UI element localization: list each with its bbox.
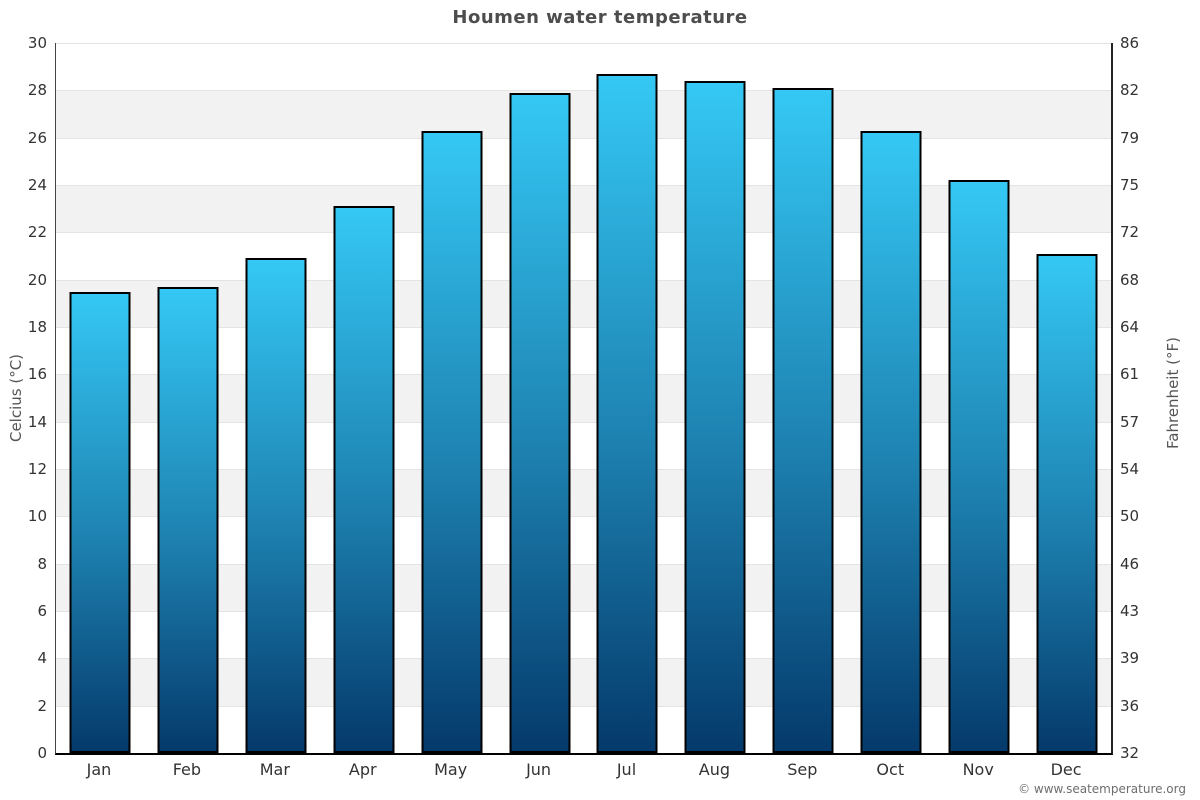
x-axis-labels: Jan Feb Mar Apr May Jun Jul Aug Sep Oct Nov Dec: [55, 760, 1110, 779]
plot-band: [56, 43, 1111, 91]
copyright-credit: © www.seatemperature.org: [1018, 782, 1186, 796]
y-axis-left-ticks: 30 28 26 24 22 20 18 16 14 12 10 8 6 4 2 0: [0, 34, 47, 762]
x-axis-label-jan: Jan: [86, 760, 112, 779]
y-tick-celsius: 18: [27, 318, 47, 336]
y-tick-celsius: 12: [27, 460, 47, 478]
plot-band: [56, 658, 1111, 706]
x-axis-label-jun: Jun: [526, 760, 552, 779]
y-axis-right-ticks: 86 82 79 75 72 68 64 61 57 54 50 46 43 39 36 32: [1120, 34, 1180, 762]
y-tick-fahrenheit: 79: [1120, 128, 1140, 147]
x-axis-label-dec: Dec: [1050, 760, 1082, 779]
y-tick-celsius: 0: [37, 744, 47, 762]
bar-sep[interactable]: [772, 87, 834, 753]
bar-jul[interactable]: [596, 73, 658, 753]
x-axis-label-nov: Nov: [962, 760, 994, 779]
y-tick-celsius: 30: [27, 34, 47, 52]
y-tick-fahrenheit: 54: [1120, 460, 1140, 478]
y-tick-celsius: 24: [27, 176, 47, 194]
y-tick-fahrenheit: 50: [1120, 507, 1140, 526]
y-tick-celsius: 28: [27, 81, 47, 100]
y-tick-celsius: 26: [27, 128, 47, 147]
bar-dec[interactable]: [1036, 253, 1098, 753]
plot-band: [56, 374, 1111, 422]
y-tick-fahrenheit: 75: [1120, 176, 1140, 194]
x-axis-label-apr: Apr: [348, 760, 377, 779]
x-axis-label-aug: Aug: [698, 760, 731, 779]
bar-jan[interactable]: [69, 291, 131, 753]
plot-band: [56, 563, 1111, 611]
plot-band: [56, 611, 1111, 659]
x-axis-label-mar: Mar: [259, 760, 290, 779]
y-tick-fahrenheit: 32: [1120, 744, 1140, 762]
y-tick-fahrenheit: 57: [1120, 412, 1140, 431]
y-tick-fahrenheit: 64: [1120, 318, 1140, 336]
bar-may[interactable]: [421, 130, 483, 753]
y-tick-fahrenheit: 39: [1120, 649, 1140, 668]
plot-area: [55, 43, 1113, 755]
x-axis-label-oct: Oct: [876, 760, 905, 779]
y-tick-celsius: 2: [37, 696, 47, 715]
x-axis-label-feb: Feb: [172, 760, 202, 779]
bar-aug[interactable]: [684, 80, 746, 753]
x-axis-label-sep: Sep: [787, 760, 818, 779]
plot-band: [56, 279, 1111, 327]
y-tick-celsius: 8: [37, 554, 47, 573]
plot-band: [56, 90, 1111, 138]
y-tick-celsius: 6: [37, 602, 47, 620]
y-tick-fahrenheit: 86: [1120, 34, 1140, 52]
x-axis-label-jul: Jul: [616, 760, 637, 779]
plot-band: [56, 705, 1111, 753]
y-tick-celsius: 16: [27, 365, 47, 384]
bar-jun[interactable]: [509, 92, 571, 753]
y-tick-celsius: 20: [27, 270, 47, 289]
y-tick-fahrenheit: 36: [1120, 696, 1140, 715]
bar-mar[interactable]: [245, 258, 307, 753]
y-tick-celsius: 14: [27, 412, 47, 431]
y-tick-fahrenheit: 61: [1120, 365, 1140, 384]
y-tick-celsius: 22: [27, 223, 47, 242]
bar-feb[interactable]: [157, 286, 219, 753]
plot-band: [56, 185, 1111, 233]
y-tick-celsius: 10: [27, 507, 47, 526]
y-tick-celsius: 4: [37, 649, 47, 668]
plot-band: [56, 232, 1111, 280]
plot-band: [56, 327, 1111, 375]
plot-band: [56, 516, 1111, 564]
y-tick-fahrenheit: 82: [1120, 81, 1140, 100]
plot-band: [56, 137, 1111, 185]
y-tick-fahrenheit: 43: [1120, 602, 1140, 620]
bar-nov[interactable]: [948, 180, 1010, 753]
plot-band: [56, 469, 1111, 517]
y-tick-fahrenheit: 46: [1120, 554, 1140, 573]
plot-band: [56, 421, 1111, 469]
y-tick-fahrenheit: 68: [1120, 270, 1140, 289]
bar-apr[interactable]: [333, 206, 395, 753]
x-axis-label-may: May: [434, 760, 468, 779]
bar-oct[interactable]: [860, 130, 922, 753]
y-tick-fahrenheit: 72: [1120, 223, 1140, 242]
chart-title: Houmen water temperature: [452, 7, 748, 28]
